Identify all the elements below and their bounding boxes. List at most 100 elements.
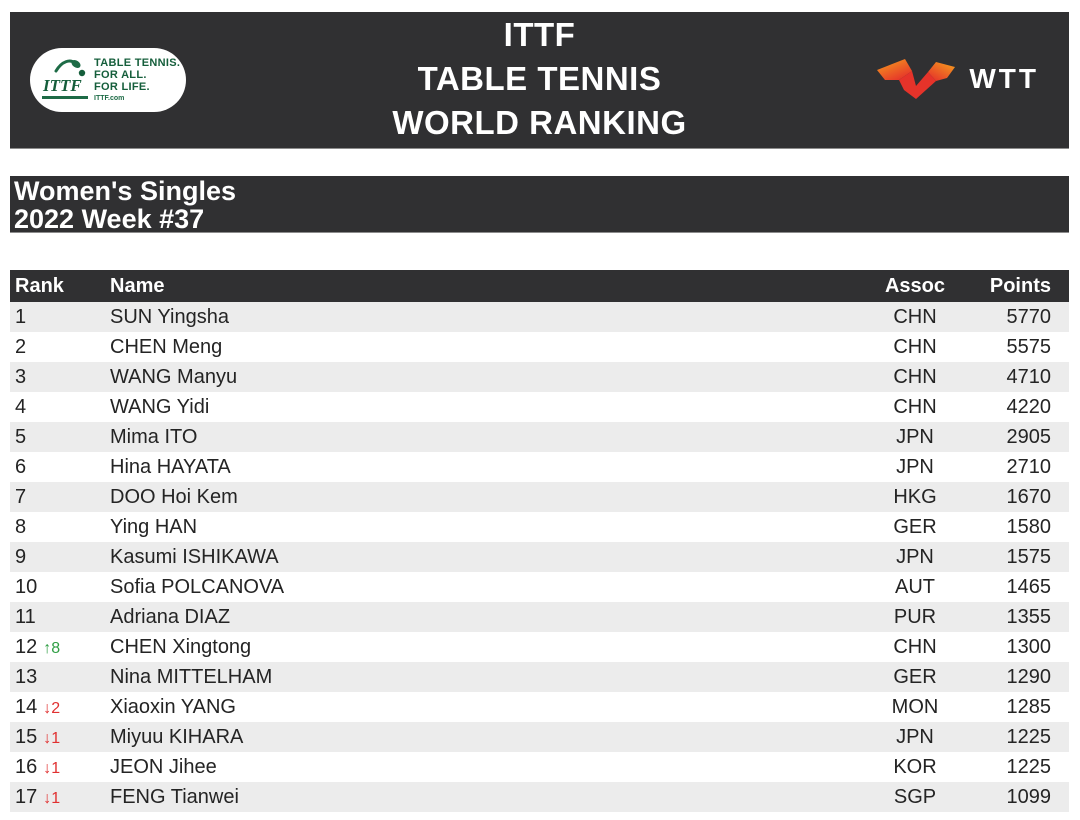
- rank-cell: 1: [10, 302, 110, 332]
- player-name: Ying HAN: [110, 515, 198, 538]
- rank-cell: 2: [10, 332, 110, 362]
- player-association: PUR: [893, 605, 937, 628]
- player-name: Mima ITO: [110, 425, 198, 448]
- rank-cell: 4: [10, 392, 110, 422]
- player-association: JPN: [896, 725, 934, 748]
- column-header-name: Name: [110, 270, 860, 302]
- player-name: FENG Tianwei: [110, 785, 239, 808]
- rank-number: 9: [15, 545, 27, 568]
- player-association: CHN: [893, 335, 937, 358]
- player-name: SUN Yingsha: [110, 305, 229, 328]
- player-name: CHEN Xingtong: [110, 635, 252, 658]
- player-name: Sofia POLCANOVA: [110, 575, 285, 598]
- table-row: 16 ↓1 JEON Jihee KOR 1225: [10, 752, 1069, 782]
- rank-cell: 16 ↓1: [10, 752, 110, 782]
- ittf-slogan-line: FOR ALL.: [94, 69, 147, 81]
- player-association: JPN: [896, 545, 934, 568]
- player-association: MON: [891, 695, 939, 718]
- table-row: 2 CHEN Meng CHN 5575: [10, 332, 1069, 362]
- player-association: JPN: [896, 455, 934, 478]
- table-row: 5 Mima ITO JPN 2905: [10, 422, 1069, 452]
- player-points: 1225: [1006, 755, 1052, 778]
- rank-number: 12: [15, 635, 38, 658]
- player-association: KOR: [893, 755, 937, 778]
- rank-change-indicator: ↓2: [43, 699, 61, 717]
- rank-number: 10: [15, 575, 38, 598]
- rank-cell: 10: [10, 572, 110, 602]
- player-points: 1099: [1006, 785, 1052, 808]
- player-points: 1670: [1006, 485, 1052, 508]
- ranking-table-section: Rank Name Assoc Points 1 SUN Yingsha CHN…: [10, 270, 1069, 812]
- column-header-points: Points: [970, 270, 1069, 302]
- player-name: WANG Manyu: [110, 365, 238, 388]
- player-points: 4220: [1006, 395, 1052, 418]
- page-title-line: ITTF: [503, 16, 576, 53]
- table-row: 10 Sofia POLCANOVA AUT 1465: [10, 572, 1069, 602]
- rank-change-indicator: ↓1: [43, 789, 61, 807]
- player-name: Hina HAYATA: [110, 455, 231, 478]
- player-points: 5770: [1006, 305, 1052, 328]
- player-name: Xiaoxin YANG: [110, 695, 236, 718]
- rank-cell: 13: [10, 662, 110, 692]
- rank-cell: 3: [10, 362, 110, 392]
- page-title: ITTF TABLE TENNIS WORLD RANKING: [10, 13, 1069, 145]
- player-points: 1575: [1006, 545, 1052, 568]
- rank-cell: 9: [10, 542, 110, 572]
- rank-cell: 7: [10, 482, 110, 512]
- rank-number: 2: [15, 335, 27, 358]
- table-row: 17 ↓1 FENG Tianwei SGP 1099: [10, 782, 1069, 812]
- page-title-line: TABLE TENNIS: [417, 60, 662, 97]
- player-points: 1285: [1006, 695, 1052, 718]
- player-points: 4710: [1006, 365, 1052, 388]
- masthead: ITTF TABLE TENNIS. FOR ALL. FOR LIFE. IT…: [10, 12, 1069, 149]
- table-row: 13 Nina MITTELHAM GER 1290: [10, 662, 1069, 692]
- rank-cell: 15 ↓1: [10, 722, 110, 752]
- player-association: CHN: [893, 305, 937, 328]
- rank-number: 16: [15, 755, 38, 778]
- wtt-wing-mark-icon: [877, 59, 956, 99]
- rank-cell: 12 ↑8: [10, 632, 110, 662]
- rank-change-indicator: ↓1: [43, 729, 61, 747]
- player-points: 1290: [1006, 665, 1052, 688]
- player-association: CHN: [893, 395, 937, 418]
- table-header: Rank Name Assoc Points: [10, 270, 1069, 302]
- player-association: CHN: [893, 635, 937, 658]
- player-name: CHEN Meng: [110, 335, 223, 358]
- column-header-assoc: Assoc: [860, 270, 970, 302]
- ittf-player-logo-icon: ITTF: [42, 59, 88, 99]
- player-points: 1580: [1006, 515, 1052, 538]
- rank-cell: 8: [10, 512, 110, 542]
- rank-number: 6: [15, 455, 27, 478]
- player-points: 2905: [1006, 425, 1052, 448]
- player-association: SGP: [893, 785, 937, 808]
- table-row: 12 ↑8 CHEN Xingtong CHN 1300: [10, 632, 1069, 662]
- player-points: 1465: [1006, 575, 1052, 598]
- ranking-table-body: 1 SUN Yingsha CHN 5770 2 CHEN Meng CHN 5…: [10, 302, 1069, 812]
- ranking-table: Rank Name Assoc Points 1 SUN Yingsha CHN…: [10, 270, 1069, 812]
- player-points: 5575: [1006, 335, 1052, 358]
- rank-number: 7: [15, 485, 27, 508]
- rank-number: 5: [15, 425, 27, 448]
- player-name: Nina MITTELHAM: [110, 665, 273, 688]
- table-row: 6 Hina HAYATA JPN 2710: [10, 452, 1069, 482]
- column-header-rank: Rank: [10, 270, 110, 302]
- player-points: 1225: [1006, 725, 1052, 748]
- rank-cell: 11: [10, 602, 110, 632]
- player-name: Miyuu KIHARA: [110, 725, 244, 748]
- ittf-site-label: ITTF.com: [94, 95, 125, 102]
- player-points: 1355: [1006, 605, 1052, 628]
- table-row: 3 WANG Manyu CHN 4710: [10, 362, 1069, 392]
- player-association: CHN: [893, 365, 937, 388]
- rank-cell: 5: [10, 422, 110, 452]
- rank-change-indicator: ↑8: [43, 639, 61, 657]
- rank-number: 11: [15, 605, 36, 628]
- ranking-week: 2022 Week #37: [14, 204, 205, 234]
- page-title-line: WORLD RANKING: [392, 104, 687, 141]
- rank-cell: 14 ↓2: [10, 692, 110, 722]
- rank-number: 13: [15, 665, 38, 688]
- ittf-logo: ITTF TABLE TENNIS. FOR ALL. FOR LIFE. IT…: [30, 48, 186, 112]
- rank-cell: 17 ↓1: [10, 782, 110, 812]
- player-association: GER: [893, 515, 937, 538]
- rank-change-indicator: ↓1: [43, 759, 61, 777]
- player-association: HKG: [893, 485, 937, 508]
